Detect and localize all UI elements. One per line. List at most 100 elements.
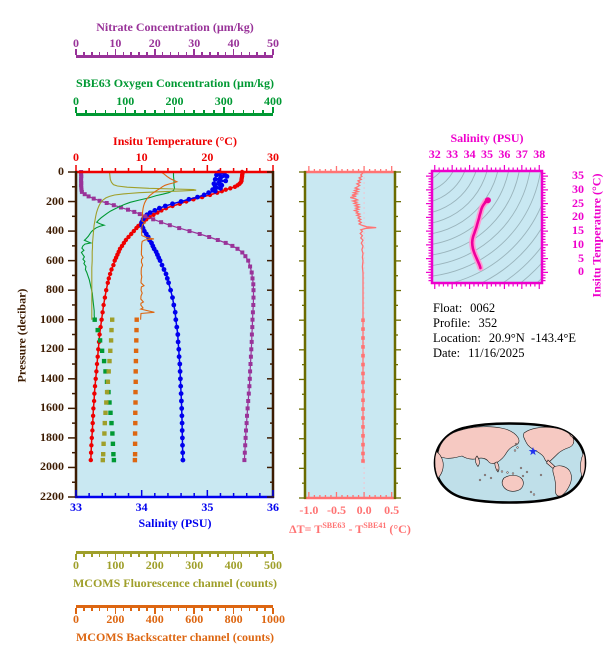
salinity-marker	[214, 172, 219, 178]
island	[539, 473, 543, 477]
backscatter-tick	[209, 607, 211, 611]
delta-t-marker	[361, 371, 365, 376]
fluorescence-tick	[248, 553, 251, 557]
pressure-tick-label: 1600	[40, 400, 64, 415]
nitrate-axis-title: Nitrate Concentration (µm/kg)	[96, 20, 254, 34]
island	[532, 493, 536, 496]
temperature-marker	[88, 450, 94, 455]
island	[500, 470, 504, 473]
backscatter-deep-marker	[132, 441, 138, 446]
backscatter-tick	[272, 607, 274, 614]
landmass	[569, 428, 581, 438]
nitrate-tick	[177, 52, 180, 55]
temperature-marker	[232, 184, 238, 189]
fluorescence-deep-marker	[101, 441, 106, 446]
oxygen-axis-line	[76, 113, 273, 116]
fluorescence-deep-marker	[102, 431, 107, 436]
nitrate-tick	[193, 49, 195, 55]
series-fluorescence	[91, 171, 197, 320]
temperature-marker	[99, 317, 104, 322]
delta-t-plot	[299, 166, 401, 500]
delta-t-marker	[361, 398, 365, 402]
nitrate-marker	[242, 458, 247, 463]
nitrate-tick	[232, 49, 235, 55]
backscatter-tick	[83, 607, 85, 611]
nitrate-marker	[104, 201, 109, 205]
temperature-marker	[112, 258, 117, 263]
backscatter-tick	[130, 607, 132, 611]
backscatter-tick	[256, 607, 258, 611]
nitrate-marker	[167, 223, 172, 228]
fluorescence-tick	[224, 553, 227, 557]
nitrate-marker	[177, 226, 182, 231]
temperature-marker	[92, 391, 97, 396]
fluorescence-tick-label: 500	[264, 558, 282, 572]
temperature-marker	[90, 420, 95, 426]
salinity-marker	[179, 420, 185, 426]
delta-t-marker	[361, 336, 365, 340]
backscatter-tick-label: 200	[106, 612, 125, 626]
oxygen-deep-marker	[108, 410, 113, 415]
oxygen-tick	[213, 110, 215, 113]
salinity-marker	[177, 361, 183, 367]
ts-temperature-title: Insitu Temperature (°C)	[589, 173, 604, 298]
fluorescence-deep-marker	[108, 338, 114, 343]
temperature-marker	[129, 231, 134, 237]
landmass	[501, 475, 524, 492]
float-id-line: Float: 0062	[433, 301, 496, 315]
fluorescence-tick	[272, 553, 274, 560]
oxygen-tick	[272, 107, 274, 113]
nitrate-marker	[248, 264, 253, 269]
backscatter-tick	[177, 607, 180, 611]
nitrate-marker	[249, 347, 254, 352]
temperature-marker	[95, 354, 100, 359]
fluorescence-deep-marker	[102, 420, 107, 426]
oxygen-deep-marker	[110, 441, 116, 446]
oxygen-deep-marker	[103, 369, 108, 374]
temperature-marker	[91, 406, 96, 411]
fluorescence-tick	[256, 553, 258, 557]
salinity-marker	[163, 271, 169, 277]
salinity-marker	[170, 295, 175, 300]
backscatter-deep-marker	[133, 369, 138, 374]
nitrate-marker	[132, 209, 137, 214]
nitrate-tick	[138, 52, 140, 55]
nitrate-marker	[82, 192, 87, 197]
series-nitrate	[79, 170, 256, 463]
temperature-marker	[106, 276, 111, 281]
temperature-marker	[104, 288, 109, 293]
salinity-marker	[218, 185, 223, 191]
delta-t-marker	[361, 425, 365, 429]
backscatter-deep-marker	[133, 400, 138, 405]
salinity-marker	[179, 428, 185, 433]
fluorescence-tick	[106, 553, 109, 557]
oxygen-tick	[223, 107, 225, 113]
plot-background	[305, 172, 395, 498]
delta-t-line	[350, 171, 377, 461]
delta-t-marker	[361, 345, 365, 349]
backscatter-line	[139, 171, 179, 320]
salinity-marker	[176, 354, 182, 360]
temperature-marker	[151, 212, 156, 217]
fluorescence-deep-marker	[104, 389, 110, 395]
salinity-marker	[179, 406, 185, 411]
fluorescence-tick	[185, 553, 188, 557]
nitrate-marker	[215, 238, 220, 242]
backscatter-deep-marker	[132, 457, 138, 463]
island	[525, 470, 529, 474]
nitrate-tick-label: 20	[148, 36, 161, 50]
nitrate-marker	[242, 450, 247, 455]
backscatter-tick	[154, 607, 156, 614]
temperature-marker	[97, 332, 102, 337]
nitrate-tick-label: 0	[73, 36, 79, 50]
island	[489, 476, 493, 480]
delta-t-tick-label: 0.5	[384, 503, 400, 517]
fluorescence-tick	[169, 553, 172, 557]
backscatter-tick	[240, 607, 243, 611]
salinity-marker	[224, 174, 230, 179]
nitrate-marker	[151, 217, 156, 222]
fluorescence-deep-marker	[101, 452, 106, 457]
salinity-marker	[223, 178, 229, 184]
series-fluorescence-deep	[100, 317, 115, 463]
oxygen-tick	[193, 110, 195, 113]
